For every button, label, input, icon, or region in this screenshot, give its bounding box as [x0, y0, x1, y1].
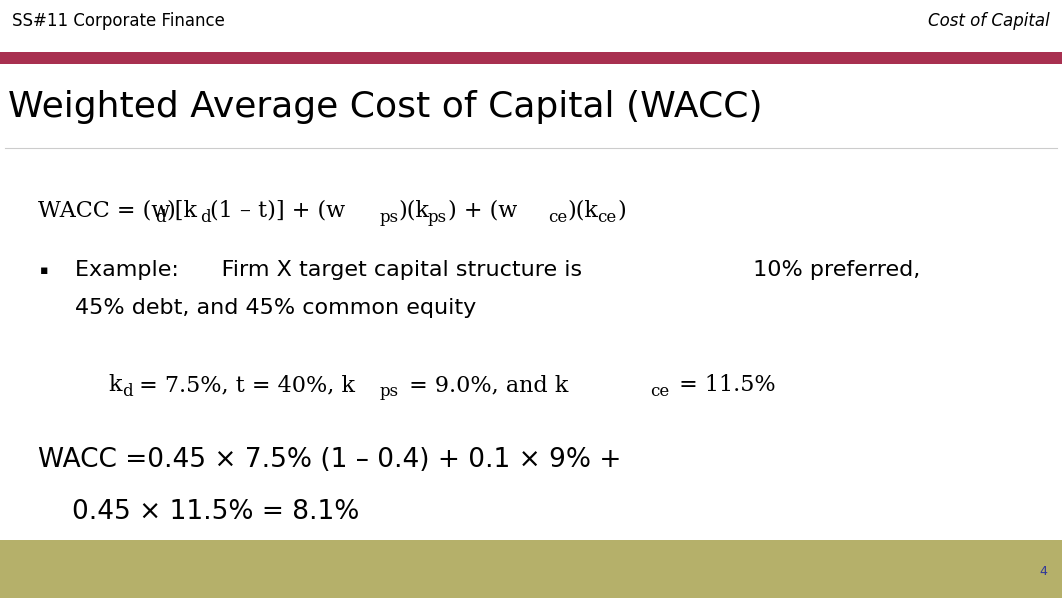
Text: k: k	[108, 374, 121, 396]
Text: ce: ce	[650, 383, 669, 401]
Text: )(k: )(k	[398, 199, 429, 221]
Text: = 11.5%: = 11.5%	[672, 374, 775, 396]
Bar	[0, 52, 1062, 64]
Text: WACC =0.45 × 7.5% (1 – 0.4) + 0.1 × 9% +: WACC =0.45 × 7.5% (1 – 0.4) + 0.1 × 9% +	[38, 447, 621, 473]
Text: Example:      Firm X target capital structure is                        10% pref: Example: Firm X target capital structure…	[75, 260, 921, 280]
Text: d: d	[200, 209, 210, 225]
Text: )[k: )[k	[166, 199, 196, 221]
Text: 45% debt, and 45% common equity: 45% debt, and 45% common equity	[75, 298, 476, 318]
Text: Weighted Average Cost of Capital (WACC): Weighted Average Cost of Capital (WACC)	[8, 90, 763, 124]
Text: Cost of Capital: Cost of Capital	[928, 12, 1050, 30]
Text: ps: ps	[380, 209, 399, 225]
Text: SS#11 Corporate Finance: SS#11 Corporate Finance	[12, 12, 225, 30]
Bar	[0, 540, 1062, 598]
Text: ps: ps	[380, 383, 399, 401]
Text: WACC = (w: WACC = (w	[38, 199, 170, 221]
Text: (1 – t)] + (w: (1 – t)] + (w	[210, 199, 345, 221]
Text: ps: ps	[428, 209, 447, 225]
Text: ▪: ▪	[40, 264, 49, 276]
Text: = 7.5%, t = 40%, k: = 7.5%, t = 40%, k	[132, 374, 355, 396]
Text: 4: 4	[1039, 565, 1047, 578]
Text: = 9.0%, and k: = 9.0%, and k	[402, 374, 568, 396]
Text: ): )	[617, 199, 626, 221]
Text: )(k: )(k	[567, 199, 598, 221]
Text: d: d	[122, 383, 133, 401]
Text: ce: ce	[597, 209, 616, 225]
Text: d: d	[155, 209, 166, 225]
Text: ce: ce	[548, 209, 567, 225]
Text: 0.45 × 11.5% = 8.1%: 0.45 × 11.5% = 8.1%	[72, 499, 359, 525]
Text: ) + (w: ) + (w	[448, 199, 517, 221]
